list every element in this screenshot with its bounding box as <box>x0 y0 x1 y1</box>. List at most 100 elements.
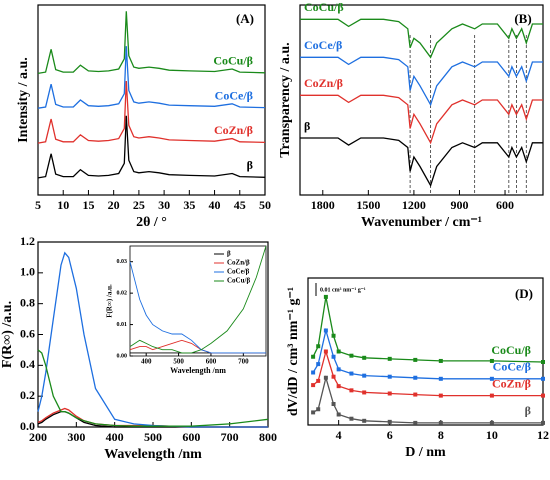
x-tick-label: 8 <box>438 428 444 442</box>
x-tick-label: 1500 <box>356 198 380 212</box>
y-tick-label: 0.6 <box>20 326 35 340</box>
y-tick-label: 0.01 <box>117 322 128 328</box>
series-marker <box>489 420 494 425</box>
series-marker <box>331 402 336 406</box>
plot-frame <box>129 245 267 357</box>
series-marker <box>323 349 328 354</box>
x-tick-label: 12 <box>537 428 549 442</box>
series-marker <box>438 393 443 398</box>
y-tick-label: 0.03 <box>117 259 128 265</box>
series-marker <box>489 393 494 398</box>
series-marker <box>438 376 443 381</box>
series-marker <box>541 376 545 381</box>
series-marker <box>349 388 354 393</box>
series-marker <box>331 374 336 379</box>
series-marker <box>349 371 354 376</box>
series-line <box>37 115 266 179</box>
series-line <box>300 94 543 145</box>
x-tick-label: 500 <box>144 430 162 444</box>
series-marker <box>413 392 418 397</box>
series-marker <box>541 420 545 425</box>
x-tick-label: 400 <box>141 358 152 366</box>
series-marker <box>336 349 341 354</box>
series-marker <box>316 362 321 367</box>
x-tick-label: 15 <box>82 198 94 212</box>
y-tick-label: 0.8 <box>20 295 35 309</box>
series-marker <box>438 420 443 425</box>
x-tick-label: 30 <box>158 198 170 212</box>
x-tick-label: 35 <box>183 198 195 212</box>
x-tick-label: 50 <box>259 198 271 212</box>
series-label: CoZn/β <box>214 123 253 137</box>
y-tick-label: 0.02 <box>117 291 128 297</box>
series-line <box>37 349 269 427</box>
x-tick-label: 10 <box>486 428 498 442</box>
series-marker <box>323 294 328 299</box>
x-tick-label: 500 <box>173 358 184 366</box>
plot-frame <box>307 277 544 426</box>
series-line <box>37 46 266 109</box>
y-tick-label: 0.0 <box>20 419 35 433</box>
x-tick-label: 300 <box>67 430 85 444</box>
panel-label: (A) <box>236 11 254 26</box>
series-marker <box>362 355 367 360</box>
series-marker <box>311 370 316 375</box>
series-line <box>312 375 543 424</box>
series-marker <box>387 356 392 361</box>
x-tick-label: 200 <box>29 430 47 444</box>
x-axis-label: Wavelength /nm <box>170 366 226 375</box>
series-marker <box>331 354 336 359</box>
series-label: CoCe/β <box>215 88 253 102</box>
series-marker <box>413 420 418 425</box>
y-tick-label: 1.2 <box>20 234 35 248</box>
series-label: β <box>247 158 253 172</box>
series-marker <box>362 373 367 378</box>
x-tick-label: 20 <box>108 198 120 212</box>
series-label: CoCe/β <box>493 360 531 374</box>
series-marker <box>316 378 321 383</box>
y-tick-label: 1.0 <box>20 265 35 279</box>
y-tick-label: 0.00 <box>117 353 128 359</box>
x-tick-label: 25 <box>133 198 145 212</box>
y-axis-label: Transparency / a.u. <box>278 42 293 157</box>
legend-label: CoCe/β <box>227 268 250 276</box>
panel-label: (D) <box>515 286 533 301</box>
series-marker <box>489 376 494 381</box>
series-marker <box>541 393 545 398</box>
series-marker <box>336 412 341 417</box>
series-label: CoCu/β <box>491 343 531 357</box>
series-marker <box>362 418 367 423</box>
x-tick-label: 1200 <box>402 198 426 212</box>
y-axis-label: F(R∞) /a.u. <box>106 284 114 318</box>
series-marker <box>331 333 336 338</box>
x-axis-label: Wavelength /nm <box>104 447 202 462</box>
series-label: CoZn/β <box>304 76 343 90</box>
legend-label: CoCu/β <box>227 277 250 285</box>
series-marker <box>336 384 341 389</box>
series-marker <box>323 375 328 380</box>
series-line <box>37 410 268 428</box>
series-marker <box>316 407 321 412</box>
x-tick-label: 5 <box>35 198 41 212</box>
series-line <box>129 261 266 354</box>
series-marker <box>316 344 321 349</box>
series-marker <box>323 328 328 333</box>
series-marker <box>349 353 354 358</box>
x-tick-label: 600 <box>496 198 514 212</box>
series-line <box>312 296 544 363</box>
series-label: β <box>304 119 310 133</box>
y-tick-label: 0.4 <box>20 357 35 371</box>
series-line <box>312 327 543 380</box>
series-marker <box>311 410 316 415</box>
series-line <box>37 80 266 144</box>
x-tick-label: 45 <box>234 198 246 212</box>
series-marker <box>336 367 341 372</box>
x-tick-label: 600 <box>182 430 200 444</box>
y-axis-label: dV/dD / cm³ nm⁻¹ g⁻¹ <box>286 287 301 416</box>
legend-label: β <box>227 250 231 258</box>
annotation: 0.01 cm³ nm⁻¹ g⁻¹ <box>320 287 366 293</box>
x-tick-label: 10 <box>57 198 69 212</box>
series-marker <box>541 360 545 364</box>
series-marker <box>362 390 367 395</box>
